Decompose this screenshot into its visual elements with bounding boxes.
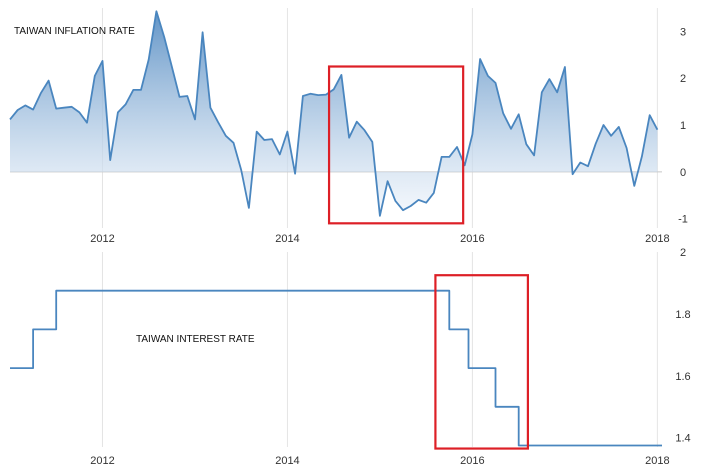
interest-rate-series-line (10, 289, 662, 447)
y-tick-label: -1 (678, 214, 688, 226)
inflation-series-line (9, 10, 659, 217)
x-tick-label: 2014 (275, 233, 299, 245)
chart-title: TAIWAN INFLATION RATE (14, 26, 135, 37)
y-tick-label: 1.6 (675, 371, 690, 383)
y-tick-label: 1.4 (675, 433, 690, 445)
y-tick-label: 2 (680, 73, 686, 85)
y-tick-label: 3 (680, 26, 686, 38)
y-tick-label: 1.8 (675, 309, 690, 321)
y-tick-label: 1 (680, 120, 686, 132)
x-tick-label: 2016 (460, 455, 484, 467)
highlight-box (434, 274, 530, 450)
chart-title: TAIWAN INTEREST RATE (136, 334, 255, 345)
highlight-box (327, 65, 465, 225)
inflation-area-fill (10, 11, 658, 216)
x-tick-label: 2018 (645, 233, 669, 245)
inflation-chart: 2012 2014 2016 2018 -1 0 1 2 3 TAIWAN INFLATION R… (9, 8, 688, 245)
x-tick-label: 2012 (90, 233, 114, 245)
y-tick-label: 0 (680, 167, 686, 179)
interest-rate-chart: 2012 2014 2016 2018 1.4 1.6 1.8 2 TAIWAN INTERES… (10, 247, 691, 467)
x-tick-label: 2016 (460, 233, 484, 245)
y-tick-label: 2 (680, 247, 686, 259)
x-tick-label: 2012 (90, 455, 114, 467)
x-tick-label: 2018 (645, 455, 669, 467)
x-tick-label: 2014 (275, 455, 299, 467)
